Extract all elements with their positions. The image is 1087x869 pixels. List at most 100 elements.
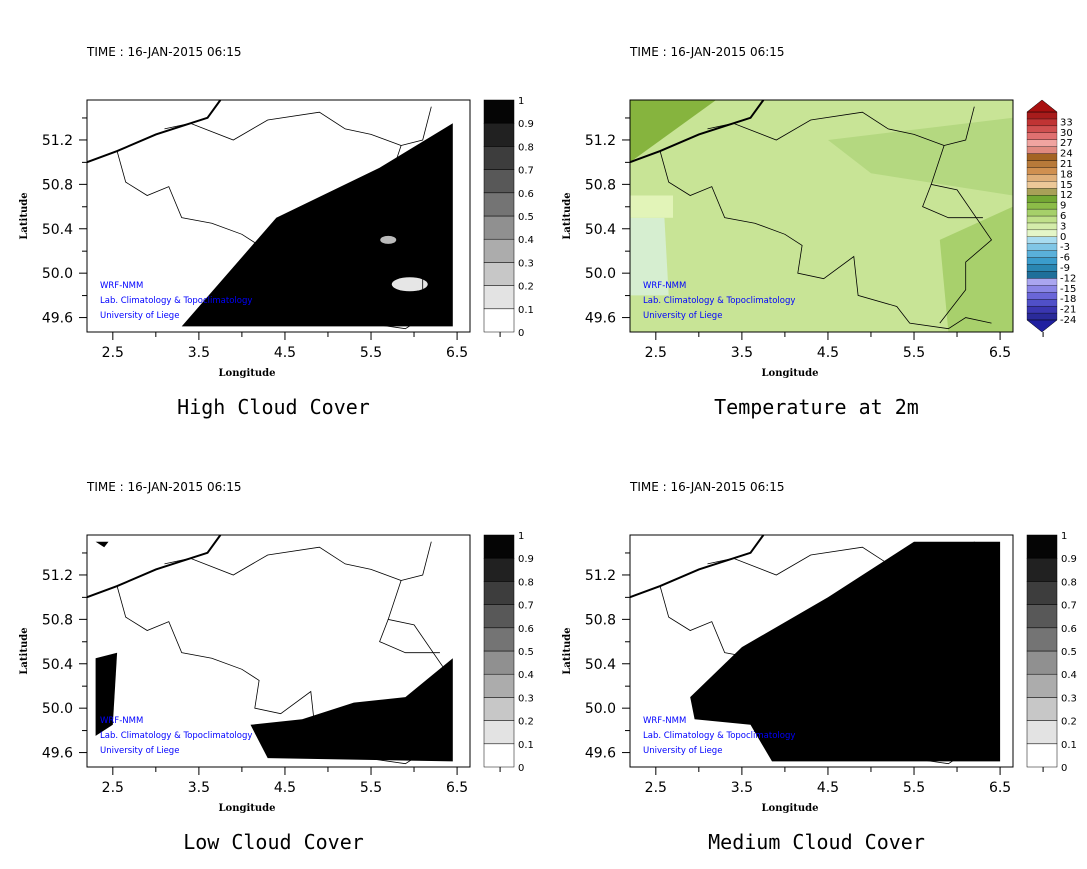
- cloud-field: [95, 541, 109, 548]
- colorbar-label: -12: [1060, 273, 1076, 284]
- y-tick-label: 50.4: [585, 222, 616, 238]
- x-tick-label: 4.5: [817, 780, 839, 796]
- country-border: [379, 184, 440, 219]
- x-tick-label: 2.5: [102, 345, 124, 361]
- colorbar-label: 0: [1061, 763, 1067, 774]
- colorbar-cell: [1026, 278, 1058, 286]
- plot-frame: [629, 534, 1014, 768]
- colorbar: -24-21-18-15-12-9-6-30369121518212427303…: [1026, 99, 1076, 333]
- colorbar-cell: [1026, 581, 1058, 605]
- country-border: [379, 619, 440, 654]
- plot-frame: [86, 99, 471, 333]
- colorbar-cell: [1026, 743, 1058, 768]
- map-panel-1: 2.5 3.5 4.5 5.5 6.5 49.6 50.0 50.4 50.8 51.2 Longi…: [19, 45, 534, 419]
- colorbar-cell: [1026, 627, 1058, 652]
- model-annotation: WRF-NMM: [643, 716, 686, 726]
- country-border: [707, 546, 993, 759]
- colorbar-label: -9: [1060, 263, 1070, 274]
- colorbar-label: 21: [1060, 159, 1073, 170]
- x-axis-label: Longitude: [219, 368, 276, 379]
- x-tick-label: 4.5: [274, 345, 296, 361]
- map-panel-3: 2.5 3.5 4.5 5.5 6.5 49.6 50.0 50.4 50.8 51.2 Longi…: [19, 480, 534, 854]
- colorbar-cell: [1026, 285, 1058, 293]
- colorbar-label: 0.3: [518, 258, 534, 269]
- colorbar-cell: [483, 557, 515, 582]
- colorbar-cell: [483, 581, 515, 605]
- colorbar: 0 0.1 0.2 0.3 0.4 0.5 0.6 0.7 0.8 0.9 1: [483, 96, 534, 339]
- y-tick-label: 51.2: [585, 568, 616, 584]
- colorbar-cell: [1026, 188, 1058, 196]
- y-axis-label: Latitude: [562, 192, 573, 239]
- colorbar-label: 1: [1061, 531, 1067, 542]
- colorbar-label: -6: [1060, 253, 1070, 264]
- y-tick-label: 50.0: [585, 266, 616, 282]
- colorbar-label: 0.1: [518, 740, 534, 751]
- x-tick-label: 3.5: [188, 345, 210, 361]
- colorbar-label: 9: [1060, 201, 1066, 212]
- colorbar-cell: [1026, 146, 1058, 154]
- colorbar-cell: [1026, 132, 1058, 140]
- y-tick-label: 50.4: [42, 657, 73, 673]
- colorbar-cell: [1026, 160, 1058, 168]
- colorbar-label: 0.5: [1061, 647, 1077, 658]
- colorbar-label: 0.5: [518, 212, 534, 223]
- x-tick-label: 5.5: [903, 345, 925, 361]
- colorbar-label: 3: [1060, 221, 1066, 232]
- y-tick-label: 49.6: [585, 746, 616, 762]
- cloud-field: [690, 541, 1001, 762]
- colorbar-cell: [1026, 222, 1058, 231]
- country-border: [944, 106, 975, 146]
- x-axis-label: Longitude: [762, 368, 819, 379]
- colorbar-cell: [1026, 243, 1058, 251]
- chart-title: High Cloud Cover: [177, 395, 370, 419]
- model-annotation: Lab. Climatology & Topoclimatology: [643, 731, 795, 741]
- y-tick-label: 49.6: [42, 746, 73, 762]
- country-border: [944, 541, 975, 581]
- colorbar-label: 0.6: [518, 624, 534, 635]
- cloud-field: [95, 652, 118, 736]
- colorbar-label: 0.4: [1061, 670, 1077, 681]
- x-axis-label: Longitude: [219, 803, 276, 814]
- y-tick-label: 50.4: [42, 222, 73, 238]
- colorbar-label: 0.5: [518, 647, 534, 658]
- colorbar-label: 27: [1060, 138, 1073, 149]
- colorbar-label: 1: [518, 96, 524, 107]
- x-tick-label: 4.5: [274, 780, 296, 796]
- model-annotation: Lab. Climatology & Topoclimatology: [643, 296, 795, 306]
- colorbar-cell: [1026, 534, 1058, 559]
- colorbar-cell: [1026, 111, 1058, 120]
- colorbar-cell: [483, 673, 515, 698]
- colorbar-cell: [1026, 153, 1058, 161]
- model-annotation: WRF-NMM: [100, 281, 143, 291]
- x-tick-label: 4.5: [817, 345, 839, 361]
- data-field: [630, 535, 1001, 765]
- colorbar-label: 0.1: [518, 305, 534, 316]
- colorbar-cell: [483, 650, 515, 675]
- colorbar-cell: [1026, 250, 1058, 258]
- colorbar-label: 0.9: [1061, 554, 1077, 565]
- model-annotation: University of Liege: [643, 746, 722, 756]
- cloud-field: [250, 658, 453, 762]
- colorbar-label: 24: [1060, 149, 1073, 160]
- cloud-gap: [391, 277, 428, 292]
- model-annotation: WRF-NMM: [643, 281, 686, 291]
- country-border: [116, 150, 449, 330]
- temp-cell: [939, 206, 1013, 332]
- colorbar-cell: [1026, 604, 1058, 629]
- y-tick-label: 50.0: [42, 266, 73, 282]
- chart-title: Temperature at 2m: [714, 395, 919, 419]
- colorbar-max-arrow: [1026, 99, 1058, 113]
- temp-cell: [630, 100, 717, 163]
- colorbar-label: -15: [1060, 284, 1076, 295]
- coastline: [630, 100, 765, 164]
- colorbar-label: -24: [1060, 315, 1076, 326]
- y-tick-label: 51.2: [585, 133, 616, 149]
- country-border: [659, 150, 992, 330]
- temp-cell: [630, 195, 673, 218]
- x-tick-label: 3.5: [731, 345, 753, 361]
- x-tick-label: 5.5: [360, 345, 382, 361]
- colorbar-label: 0.9: [518, 554, 534, 565]
- country-border: [164, 111, 450, 324]
- colorbar-label: 0.9: [518, 119, 534, 130]
